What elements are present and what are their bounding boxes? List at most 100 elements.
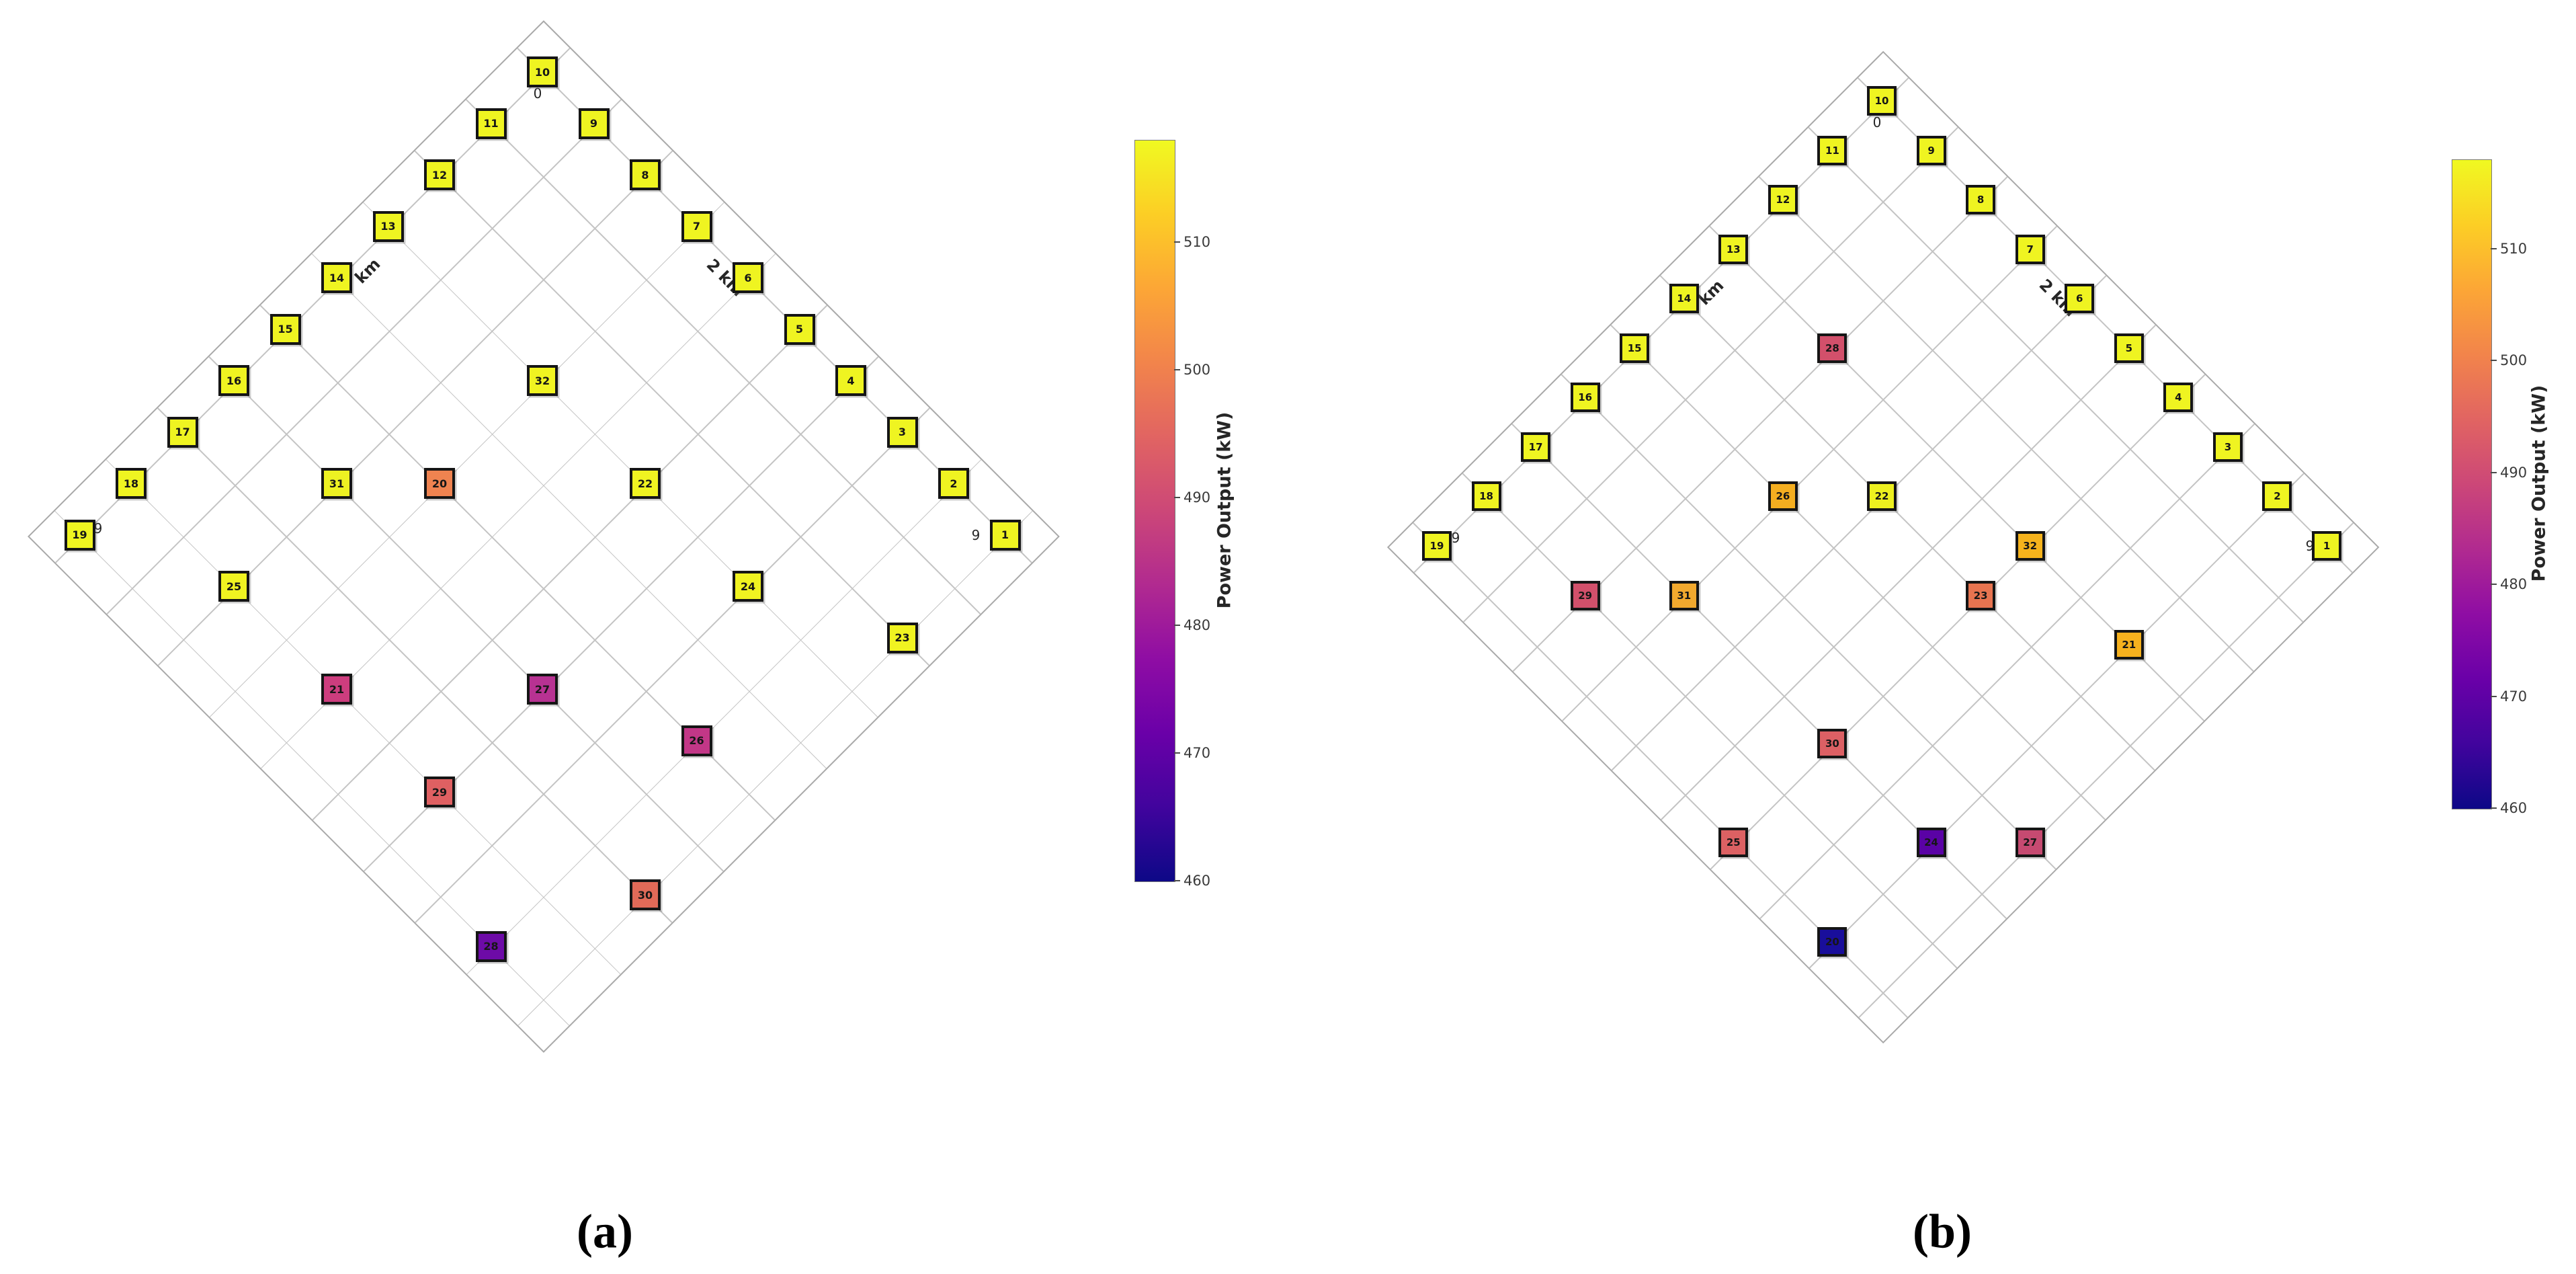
turbine-marker-16: 16 xyxy=(218,365,249,396)
panel-caption: (a) xyxy=(577,1204,633,1259)
turbine-marker-20: 20 xyxy=(424,468,455,499)
colorbar-tick xyxy=(2491,471,2497,473)
turbine-marker-19: 19 xyxy=(1421,531,1452,561)
turbine-marker-22: 22 xyxy=(630,468,661,499)
grid-line xyxy=(517,510,1033,1026)
grid-line xyxy=(1462,473,1958,969)
colorbar-tick-label: 470 xyxy=(1183,745,1211,761)
axis-tick-end-left: 9 xyxy=(1451,530,1460,546)
turbine-marker-31: 31 xyxy=(321,468,352,499)
turbine-marker-10: 10 xyxy=(1867,86,1897,116)
turbine-marker-10: 10 xyxy=(527,56,558,87)
turbine-marker-27: 27 xyxy=(527,674,558,705)
turbine-marker-20: 20 xyxy=(1817,926,1847,957)
turbine-marker-32: 32 xyxy=(527,365,558,396)
colorbar-tick xyxy=(1174,497,1180,498)
turbine-marker-13: 13 xyxy=(1718,234,1749,264)
colorbar-tick-label: 490 xyxy=(1183,489,1211,506)
colorbar-tick-label: 480 xyxy=(1183,617,1211,633)
turbine-marker-3: 3 xyxy=(886,416,918,448)
turbine-marker-21: 21 xyxy=(2114,630,2144,660)
turbine-marker-1: 1 xyxy=(2312,531,2342,561)
turbine-marker-8: 8 xyxy=(1966,185,1996,215)
turbine-marker-26: 26 xyxy=(681,725,712,756)
colorbar-label: Power Output (kW) xyxy=(1214,411,1235,609)
turbine-marker-8: 8 xyxy=(630,159,661,190)
turbine-marker-23: 23 xyxy=(886,622,918,653)
grid-line xyxy=(1858,522,2354,1018)
turbine-marker-9: 9 xyxy=(578,108,610,139)
colorbar-tick xyxy=(1174,880,1180,881)
colorbar xyxy=(1134,140,1175,882)
colorbar-tick-label: 470 xyxy=(2500,688,2528,705)
colorbar-tick xyxy=(1174,752,1180,754)
panel-caption: (b) xyxy=(1913,1204,1972,1259)
colorbar-tick xyxy=(2491,248,2497,250)
turbine-marker-18: 18 xyxy=(116,468,147,499)
turbine-marker-27: 27 xyxy=(2015,828,2045,858)
turbine-marker-14: 14 xyxy=(1669,284,1699,314)
turbine-marker-28: 28 xyxy=(1817,333,1847,363)
axis-tick-origin: 0 xyxy=(1872,114,1882,130)
colorbar-tick xyxy=(1174,241,1180,243)
colorbar-tick-label: 460 xyxy=(2500,800,2528,816)
turbine-marker-29: 29 xyxy=(1570,580,1600,610)
turbine-marker-1: 1 xyxy=(989,519,1021,551)
turbine-marker-6: 6 xyxy=(733,262,763,293)
turbine-marker-7: 7 xyxy=(681,210,712,242)
colorbar-tick xyxy=(2491,360,2497,362)
turbine-marker-15: 15 xyxy=(269,313,301,345)
colorbar-tick-label: 480 xyxy=(2500,576,2528,593)
turbine-marker-22: 22 xyxy=(1867,481,1897,512)
turbine-marker-25: 25 xyxy=(1718,828,1749,858)
turbine-marker-30: 30 xyxy=(630,879,661,910)
axis-tick-end-right: 9 xyxy=(971,527,981,543)
turbine-marker-11: 11 xyxy=(475,108,507,139)
axis-tick-end-left: 9 xyxy=(93,520,103,536)
colorbar-tick-label: 500 xyxy=(1183,362,1211,378)
turbine-marker-9: 9 xyxy=(1916,135,1946,165)
turbine-marker-12: 12 xyxy=(1768,185,1798,215)
colorbar-tick xyxy=(2491,807,2497,809)
turbine-marker-4: 4 xyxy=(2163,383,2194,413)
grid-line xyxy=(106,459,621,974)
diamond-grid xyxy=(1386,50,2380,1044)
turbine-marker-28: 28 xyxy=(475,930,507,962)
turbine-marker-26: 26 xyxy=(1768,481,1798,512)
turbine-marker-17: 17 xyxy=(1521,432,1551,462)
colorbar-tick xyxy=(2491,584,2497,586)
turbine-marker-5: 5 xyxy=(2114,333,2144,363)
colorbar xyxy=(2452,159,2492,809)
turbine-marker-29: 29 xyxy=(424,777,455,807)
diamond-grid xyxy=(28,19,1060,1053)
colorbar-tick-label: 510 xyxy=(1183,234,1211,250)
axis-tick-origin: 0 xyxy=(533,85,542,102)
turbine-marker-2: 2 xyxy=(2262,481,2292,512)
turbine-marker-3: 3 xyxy=(2212,432,2243,462)
turbine-marker-19: 19 xyxy=(64,519,95,551)
colorbar-tick xyxy=(2491,695,2497,697)
turbine-marker-17: 17 xyxy=(167,416,198,448)
turbine-marker-30: 30 xyxy=(1817,729,1847,759)
turbine-marker-18: 18 xyxy=(1471,481,1501,512)
turbine-marker-23: 23 xyxy=(1966,580,1996,610)
turbine-marker-4: 4 xyxy=(835,365,866,396)
turbine-marker-25: 25 xyxy=(218,571,249,602)
turbine-marker-7: 7 xyxy=(2015,234,2045,264)
colorbar-tick xyxy=(1174,369,1180,370)
turbine-marker-6: 6 xyxy=(2065,284,2095,314)
colorbar-tick-label: 500 xyxy=(2500,352,2528,369)
turbine-marker-32: 32 xyxy=(2015,531,2045,561)
turbine-marker-21: 21 xyxy=(321,674,352,705)
turbine-marker-24: 24 xyxy=(733,571,763,602)
turbine-marker-11: 11 xyxy=(1817,135,1847,165)
colorbar-tick-label: 510 xyxy=(2500,241,2528,257)
colorbar-tick-label: 460 xyxy=(1183,873,1211,889)
turbine-marker-15: 15 xyxy=(1620,333,1650,363)
turbine-marker-31: 31 xyxy=(1669,580,1699,610)
turbine-marker-24: 24 xyxy=(1916,828,1946,858)
turbine-marker-5: 5 xyxy=(784,313,815,345)
turbine-marker-13: 13 xyxy=(372,210,404,242)
turbine-marker-12: 12 xyxy=(424,159,455,190)
